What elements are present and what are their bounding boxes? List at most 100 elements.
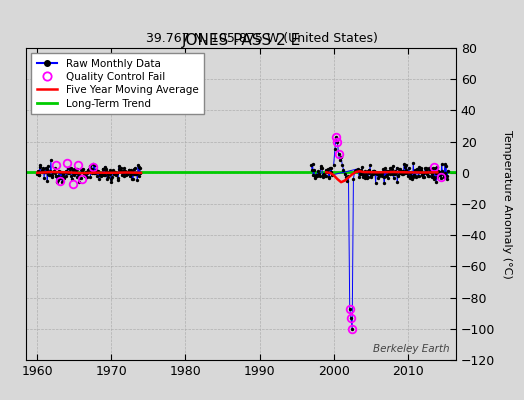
Point bbox=[427, 166, 435, 172]
Point bbox=[412, 167, 421, 174]
Point bbox=[101, 172, 110, 178]
Point bbox=[74, 178, 83, 185]
Point bbox=[109, 167, 117, 173]
Point bbox=[74, 170, 82, 176]
Point bbox=[57, 174, 65, 180]
Point bbox=[406, 175, 414, 182]
Point bbox=[73, 173, 82, 180]
Point bbox=[386, 170, 394, 177]
Point bbox=[376, 172, 384, 178]
Point bbox=[331, 146, 339, 153]
Point bbox=[38, 167, 47, 173]
Point bbox=[426, 168, 434, 174]
Point bbox=[397, 168, 406, 175]
Point bbox=[89, 169, 97, 175]
Point bbox=[104, 174, 112, 180]
Point bbox=[130, 166, 138, 172]
Point bbox=[99, 165, 107, 172]
Point bbox=[321, 172, 329, 179]
Point bbox=[51, 164, 59, 171]
Point bbox=[442, 162, 450, 169]
Point bbox=[105, 169, 113, 175]
Point bbox=[52, 172, 60, 179]
Point bbox=[376, 170, 385, 176]
Point bbox=[310, 167, 318, 173]
Point bbox=[416, 169, 424, 176]
Point bbox=[75, 174, 84, 181]
Point bbox=[49, 169, 57, 176]
Point bbox=[136, 170, 144, 176]
Point bbox=[325, 175, 333, 182]
Point bbox=[408, 176, 416, 182]
Point bbox=[90, 170, 99, 176]
Point bbox=[110, 170, 118, 176]
Point bbox=[314, 172, 323, 178]
Point bbox=[89, 161, 97, 168]
Point bbox=[106, 176, 115, 182]
Point bbox=[428, 174, 436, 180]
Point bbox=[117, 164, 125, 171]
Point bbox=[393, 178, 401, 185]
Point bbox=[88, 166, 96, 172]
Point bbox=[66, 166, 74, 172]
Point bbox=[320, 171, 329, 177]
Point bbox=[42, 164, 50, 171]
Point bbox=[434, 169, 443, 176]
Point bbox=[322, 166, 331, 173]
Point bbox=[77, 166, 85, 172]
Point bbox=[366, 162, 374, 168]
Point bbox=[46, 172, 54, 178]
Point bbox=[119, 168, 127, 174]
Point bbox=[358, 164, 366, 170]
Point bbox=[92, 169, 101, 176]
Point bbox=[129, 171, 138, 178]
Point bbox=[402, 162, 411, 168]
Point bbox=[313, 168, 322, 174]
Point bbox=[357, 167, 365, 174]
Text: Berkeley Earth: Berkeley Earth bbox=[373, 344, 450, 354]
Point bbox=[53, 177, 62, 183]
Point bbox=[375, 170, 384, 177]
Point bbox=[373, 169, 381, 176]
Point bbox=[116, 168, 125, 174]
Point bbox=[133, 170, 141, 176]
Point bbox=[349, 176, 357, 182]
Point bbox=[70, 172, 78, 178]
Point bbox=[402, 167, 410, 173]
Point bbox=[307, 162, 315, 168]
Y-axis label: Temperature Anomaly (°C): Temperature Anomaly (°C) bbox=[502, 130, 512, 278]
Point bbox=[395, 166, 403, 172]
Point bbox=[64, 169, 72, 176]
Point bbox=[413, 166, 421, 172]
Point bbox=[355, 168, 364, 174]
Point bbox=[318, 165, 326, 171]
Point bbox=[424, 172, 433, 179]
Point bbox=[129, 176, 137, 182]
Point bbox=[316, 173, 324, 180]
Point bbox=[116, 168, 124, 174]
Point bbox=[394, 173, 402, 180]
Point bbox=[95, 176, 103, 182]
Point bbox=[378, 170, 386, 176]
Point bbox=[423, 166, 431, 172]
Point bbox=[50, 168, 58, 174]
Point bbox=[390, 171, 399, 177]
Point bbox=[105, 170, 114, 177]
Point bbox=[417, 167, 425, 174]
Point bbox=[60, 175, 69, 181]
Point bbox=[73, 166, 81, 173]
Point bbox=[344, 173, 353, 179]
Point bbox=[108, 168, 117, 175]
Point bbox=[39, 165, 47, 171]
Point bbox=[118, 171, 126, 178]
Point bbox=[59, 176, 68, 182]
Point bbox=[364, 168, 372, 174]
Point bbox=[365, 170, 374, 177]
Point bbox=[414, 173, 422, 179]
Point bbox=[384, 174, 392, 181]
Point bbox=[365, 166, 373, 173]
Point bbox=[387, 171, 396, 178]
Point bbox=[420, 170, 428, 177]
Point bbox=[347, 315, 355, 321]
Point bbox=[334, 151, 343, 157]
